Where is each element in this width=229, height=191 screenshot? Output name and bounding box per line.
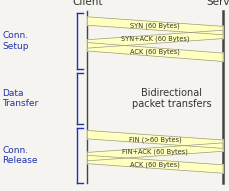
Text: SYN (60 Bytes): SYN (60 Bytes) xyxy=(130,23,179,29)
Text: Client: Client xyxy=(72,0,102,7)
Text: ACK (60 Bytes): ACK (60 Bytes) xyxy=(130,49,179,55)
Text: Data
Transfer: Data Transfer xyxy=(2,89,38,108)
Text: Conn.
Release: Conn. Release xyxy=(2,146,38,165)
Polygon shape xyxy=(87,17,222,35)
Polygon shape xyxy=(87,130,222,148)
Text: Server: Server xyxy=(205,0,229,7)
Polygon shape xyxy=(87,155,222,173)
Text: ACK (60 Bytes): ACK (60 Bytes) xyxy=(130,161,179,168)
Polygon shape xyxy=(87,30,222,48)
Text: Bidirectional
packet transfers: Bidirectional packet transfers xyxy=(131,87,210,109)
Polygon shape xyxy=(87,143,222,161)
Polygon shape xyxy=(87,43,222,62)
Text: SYN+ACK (60 Bytes): SYN+ACK (60 Bytes) xyxy=(120,36,189,42)
Text: FIN+ACK (60 Bytes): FIN+ACK (60 Bytes) xyxy=(122,149,187,155)
Text: FIN (>60 Bytes): FIN (>60 Bytes) xyxy=(128,136,181,143)
Text: Conn.
Setup: Conn. Setup xyxy=(2,31,29,51)
